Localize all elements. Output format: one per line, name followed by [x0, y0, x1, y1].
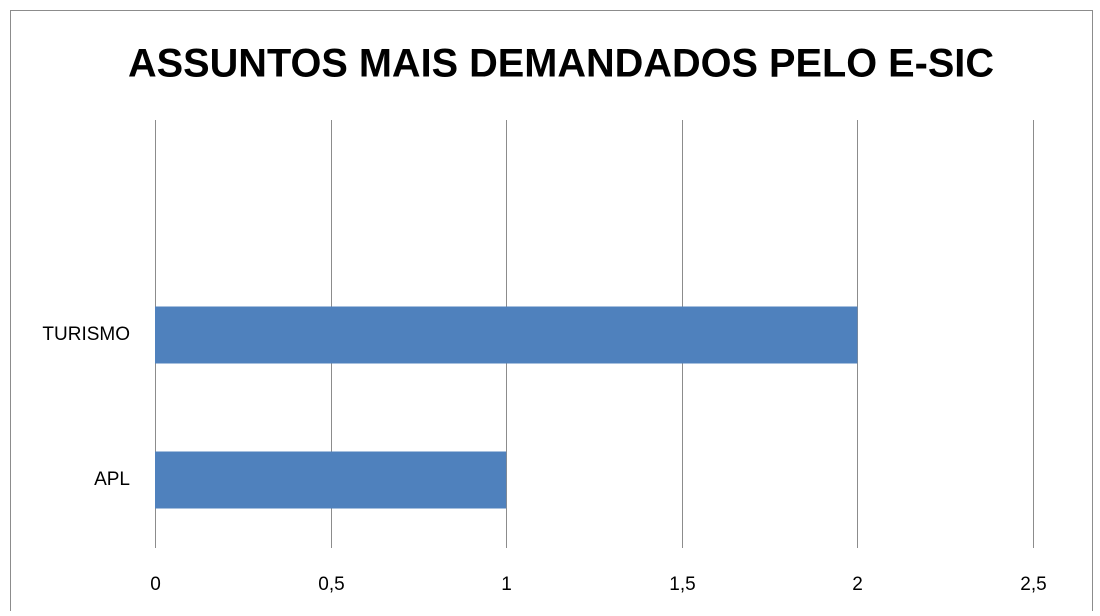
x-tick-label: 0 — [150, 574, 161, 595]
x-tick-label: 2,5 — [1020, 574, 1046, 595]
x-tick-label: 1,5 — [669, 574, 695, 595]
y-tick-label: APL — [94, 469, 130, 490]
bar — [155, 451, 507, 509]
x-tick-label: 0,5 — [318, 574, 344, 595]
bar — [155, 306, 858, 364]
chart-title: ASSUNTOS MAIS DEMANDADOS PELO E-SIC — [128, 42, 994, 86]
x-tick-label: 1 — [501, 574, 512, 595]
y-tick-label: TURISMO — [42, 324, 130, 345]
x-tick-label: 2 — [852, 574, 863, 595]
